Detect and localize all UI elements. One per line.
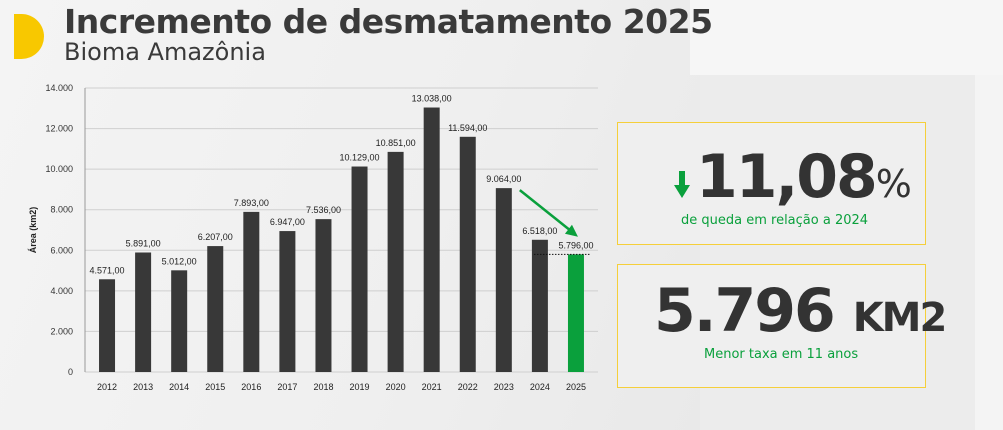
drop-unit: %: [875, 162, 912, 206]
area-unit: KM2: [852, 295, 948, 341]
data-label: 5.796,00: [558, 240, 593, 250]
data-label: 13.038,00: [412, 94, 452, 104]
data-label: 11.594,00: [448, 123, 487, 133]
bar-2016: [243, 211, 260, 372]
drop-caption: de queda em relação a 2024: [681, 213, 869, 228]
data-label: 6.207,00: [198, 232, 233, 242]
bar-2021: [423, 107, 440, 372]
x-tick-label: 2025: [566, 382, 586, 392]
data-label: 9.064,00: [486, 174, 521, 184]
data-label: 4.571,00: [90, 265, 125, 275]
page-subtitle: Bioma Amazônia: [64, 38, 266, 66]
area-caption: Menor taxa em 11 anos: [704, 347, 859, 362]
x-tick-label: 2023: [494, 382, 514, 392]
y-tick-label: 0: [68, 367, 73, 377]
x-tick-label: 2013: [133, 382, 153, 392]
y-tick-label: 8.000: [50, 205, 73, 215]
bar-2022: [459, 136, 476, 372]
x-tick-label: 2012: [97, 382, 117, 392]
data-label: 6.518,00: [522, 226, 557, 236]
bar-2012: [99, 279, 116, 372]
trend-arrow-line: [519, 189, 573, 233]
y-tick-label: 12.000: [45, 124, 73, 134]
bar-2024: [531, 239, 548, 372]
x-tick-label: 2019: [350, 382, 370, 392]
page-title: Incremento de desmatamento 2025: [64, 2, 713, 41]
x-tick-label: 2020: [386, 382, 406, 392]
x-tick-label: 2017: [277, 382, 297, 392]
bar-2017: [279, 231, 296, 372]
bar-2023: [495, 188, 512, 372]
bar-2014: [171, 270, 188, 372]
bar-2025: [567, 254, 584, 372]
x-tick-label: 2016: [241, 382, 261, 392]
y-tick-label: 6.000: [50, 245, 73, 255]
background-panel: [690, 0, 1003, 75]
data-label: 7.893,00: [234, 198, 269, 208]
x-tick-label: 2014: [169, 382, 189, 392]
area-card: 5.796 KM2 Menor taxa em 11 anos: [617, 264, 947, 388]
bar-2019: [351, 166, 368, 372]
x-tick-label: 2015: [205, 382, 225, 392]
y-tick-label: 2.000: [50, 326, 73, 336]
x-tick-label: 2021: [422, 382, 442, 392]
drop-card: 11,08% de queda em relação a 2024: [617, 122, 926, 245]
area-value: 5.796: [654, 276, 836, 346]
trend-arrow-head-icon: [564, 224, 578, 237]
y-tick-label: 14.000: [45, 83, 73, 93]
bar-2015: [207, 246, 224, 372]
data-label: 10.129,00: [340, 153, 380, 163]
data-label: 7.536,00: [306, 205, 341, 215]
data-label: 5.891,00: [126, 238, 161, 248]
arrow-down-icon: [674, 171, 690, 198]
x-tick-label: 2024: [530, 382, 550, 392]
data-label: 5.012,00: [162, 256, 197, 266]
data-label: 6.947,00: [270, 217, 305, 227]
background-panel: [975, 75, 1003, 430]
data-label: 10.851,00: [376, 138, 416, 148]
y-axis-label: Área (km2): [28, 207, 38, 254]
bar-2018: [315, 219, 332, 372]
drop-value: 11,08: [696, 142, 878, 212]
x-tick-label: 2022: [458, 382, 478, 392]
bar-2013: [135, 252, 152, 372]
bar-2020: [387, 151, 404, 372]
x-tick-label: 2018: [313, 382, 333, 392]
y-tick-label: 4.000: [50, 286, 73, 296]
y-tick-label: 10.000: [45, 164, 73, 174]
